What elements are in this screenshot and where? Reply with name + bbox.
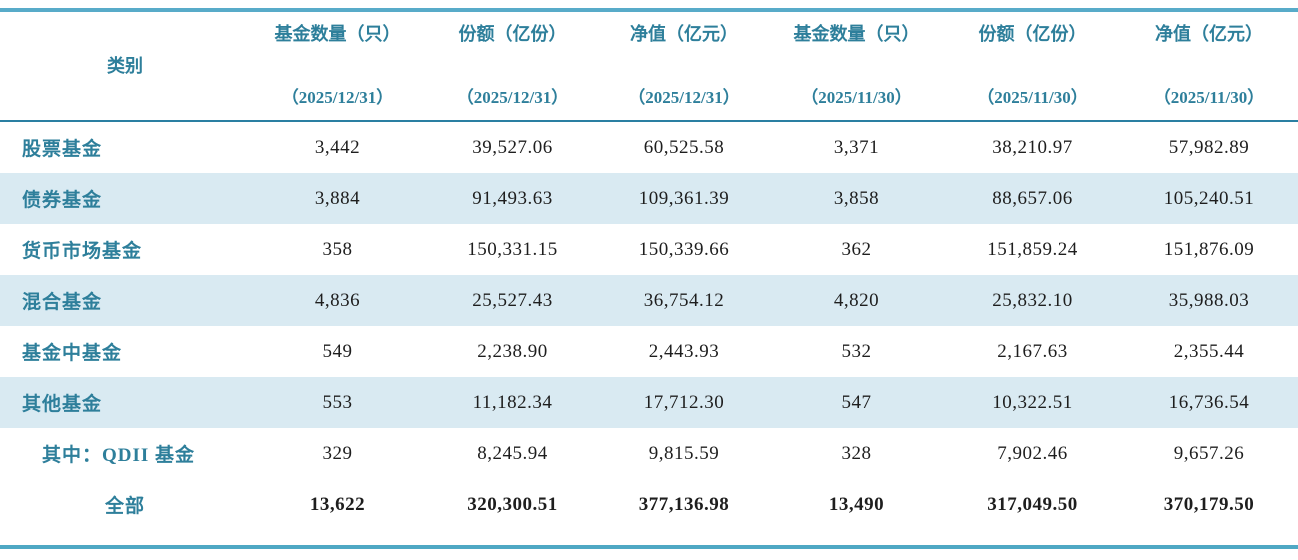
- value-cell: 3,884: [314, 187, 361, 209]
- value-cell: 109,361.39: [638, 187, 730, 209]
- header-shares-nov: 份额（亿份） （2025/11/30）: [945, 12, 1120, 120]
- value-cell: 13,622: [309, 493, 366, 515]
- table-bottom-rule: [0, 545, 1298, 549]
- value-cell: 25,527.43: [472, 289, 553, 311]
- value-cell: 317,049.50: [987, 493, 1078, 515]
- value-cell: 38,210.97: [992, 136, 1073, 158]
- header-label: 净值（亿元）: [630, 24, 738, 44]
- category-cell: 其他基金: [22, 394, 103, 415]
- row-hybrid-funds: 混合基金 4,836 25,527.43 36,754.12 4,820 25,…: [0, 275, 1298, 326]
- category-cell: 其中：QDII 基金: [42, 445, 196, 466]
- value-cell: 10,322.51: [992, 391, 1073, 413]
- value-cell: 3,371: [833, 136, 880, 158]
- row-money-market-funds: 货币市场基金 358 150,331.15 150,339.66 362 151…: [0, 224, 1298, 275]
- value-cell: 2,443.93: [648, 340, 720, 362]
- value-cell: 370,179.50: [1163, 493, 1255, 515]
- header-label: 净值（亿元）: [1155, 24, 1263, 44]
- value-cell: 3,858: [833, 187, 880, 209]
- value-cell: 547: [841, 391, 872, 413]
- value-cell: 60,525.58: [643, 136, 725, 158]
- value-cell: 553: [322, 391, 353, 413]
- value-cell: 4,836: [314, 289, 361, 311]
- header-date: （2025/12/31）: [281, 88, 394, 107]
- value-cell: 549: [322, 340, 353, 362]
- value-cell: 25,832.10: [992, 289, 1073, 311]
- category-cell: 债券基金: [22, 190, 103, 211]
- header-date: （2025/11/30）: [1153, 88, 1265, 107]
- value-cell: 358: [322, 238, 353, 260]
- header-label: 份额（亿份）: [978, 24, 1087, 44]
- category-cell: 股票基金: [22, 139, 103, 160]
- value-cell: 2,355.44: [1173, 340, 1245, 362]
- value-cell: 8,245.94: [477, 442, 548, 464]
- header-separator-rule: [0, 120, 1298, 122]
- value-cell: 3,442: [314, 136, 361, 158]
- table-header-row: 类别 基金数量（只） （2025/12/31） 份额（亿份） （2025/12/…: [0, 12, 1298, 120]
- value-cell: 35,988.03: [1168, 289, 1250, 311]
- header-label: 份额（亿份）: [458, 24, 567, 44]
- value-cell: 4,820: [833, 289, 880, 311]
- value-cell: 320,300.51: [467, 493, 558, 515]
- value-cell: 9,657.26: [1173, 442, 1245, 464]
- header-label: 类别: [107, 55, 143, 76]
- category-cell: 货币市场基金: [22, 241, 143, 262]
- category-cell: 混合基金: [22, 292, 103, 313]
- value-cell: 9,815.59: [648, 442, 720, 464]
- value-cell: 39,527.06: [472, 136, 553, 158]
- value-cell: 2,238.90: [477, 340, 548, 362]
- value-cell: 16,736.54: [1168, 391, 1250, 413]
- value-cell: 532: [841, 340, 872, 362]
- value-cell: 36,754.12: [643, 289, 725, 311]
- value-cell: 11,182.34: [472, 391, 553, 413]
- value-cell: 57,982.89: [1168, 136, 1250, 158]
- row-total: 全部 13,622 320,300.51 377,136.98 13,490 3…: [0, 479, 1298, 530]
- value-cell: 151,876.09: [1163, 238, 1255, 260]
- value-cell: 2,167.63: [997, 340, 1068, 362]
- value-cell: 13,490: [828, 493, 885, 515]
- value-cell: 105,240.51: [1163, 187, 1255, 209]
- header-category: 类别: [0, 12, 250, 120]
- row-stock-funds: 股票基金 3,442 39,527.06 60,525.58 3,371 38,…: [0, 122, 1298, 173]
- header-label: 基金数量（只）: [793, 24, 920, 44]
- fund-statistics-table: 类别 基金数量（只） （2025/12/31） 份额（亿份） （2025/12/…: [0, 8, 1298, 549]
- value-cell: 362: [841, 238, 872, 260]
- table-top-rule: [0, 8, 1298, 12]
- category-cell: 全部: [104, 496, 145, 517]
- header-date: （2025/12/31）: [628, 88, 740, 107]
- value-cell: 329: [322, 442, 353, 464]
- value-cell: 91,493.63: [472, 187, 553, 209]
- category-cell: 基金中基金: [22, 343, 123, 364]
- value-cell: 7,902.46: [997, 442, 1068, 464]
- value-cell: 328: [841, 442, 872, 464]
- value-cell: 150,331.15: [467, 238, 558, 260]
- header-label: 基金数量（只）: [274, 24, 401, 44]
- row-fund-of-funds: 基金中基金 549 2,238.90 2,443.93 532 2,167.63…: [0, 326, 1298, 377]
- row-other-funds: 其他基金 553 11,182.34 17,712.30 547 10,322.…: [0, 377, 1298, 428]
- header-fund-count-dec: 基金数量（只） （2025/12/31）: [250, 12, 425, 120]
- value-cell: 151,859.24: [987, 238, 1078, 260]
- value-cell: 17,712.30: [643, 391, 725, 413]
- value-cell: 150,339.66: [638, 238, 730, 260]
- header-fund-count-nov: 基金数量（只） （2025/11/30）: [768, 12, 945, 120]
- header-date: （2025/12/31）: [456, 88, 569, 107]
- header-nav-nov: 净值（亿元） （2025/11/30）: [1120, 12, 1298, 120]
- header-date: （2025/11/30）: [801, 88, 912, 107]
- header-date: （2025/11/30）: [977, 88, 1088, 107]
- row-qdii-funds: 其中：QDII 基金 329 8,245.94 9,815.59 328 7,9…: [0, 428, 1298, 479]
- row-bond-funds: 债券基金 3,884 91,493.63 109,361.39 3,858 88…: [0, 173, 1298, 224]
- header-shares-dec: 份额（亿份） （2025/12/31）: [425, 12, 600, 120]
- header-nav-dec: 净值（亿元） （2025/12/31）: [600, 12, 768, 120]
- value-cell: 88,657.06: [992, 187, 1073, 209]
- value-cell: 377,136.98: [638, 493, 730, 515]
